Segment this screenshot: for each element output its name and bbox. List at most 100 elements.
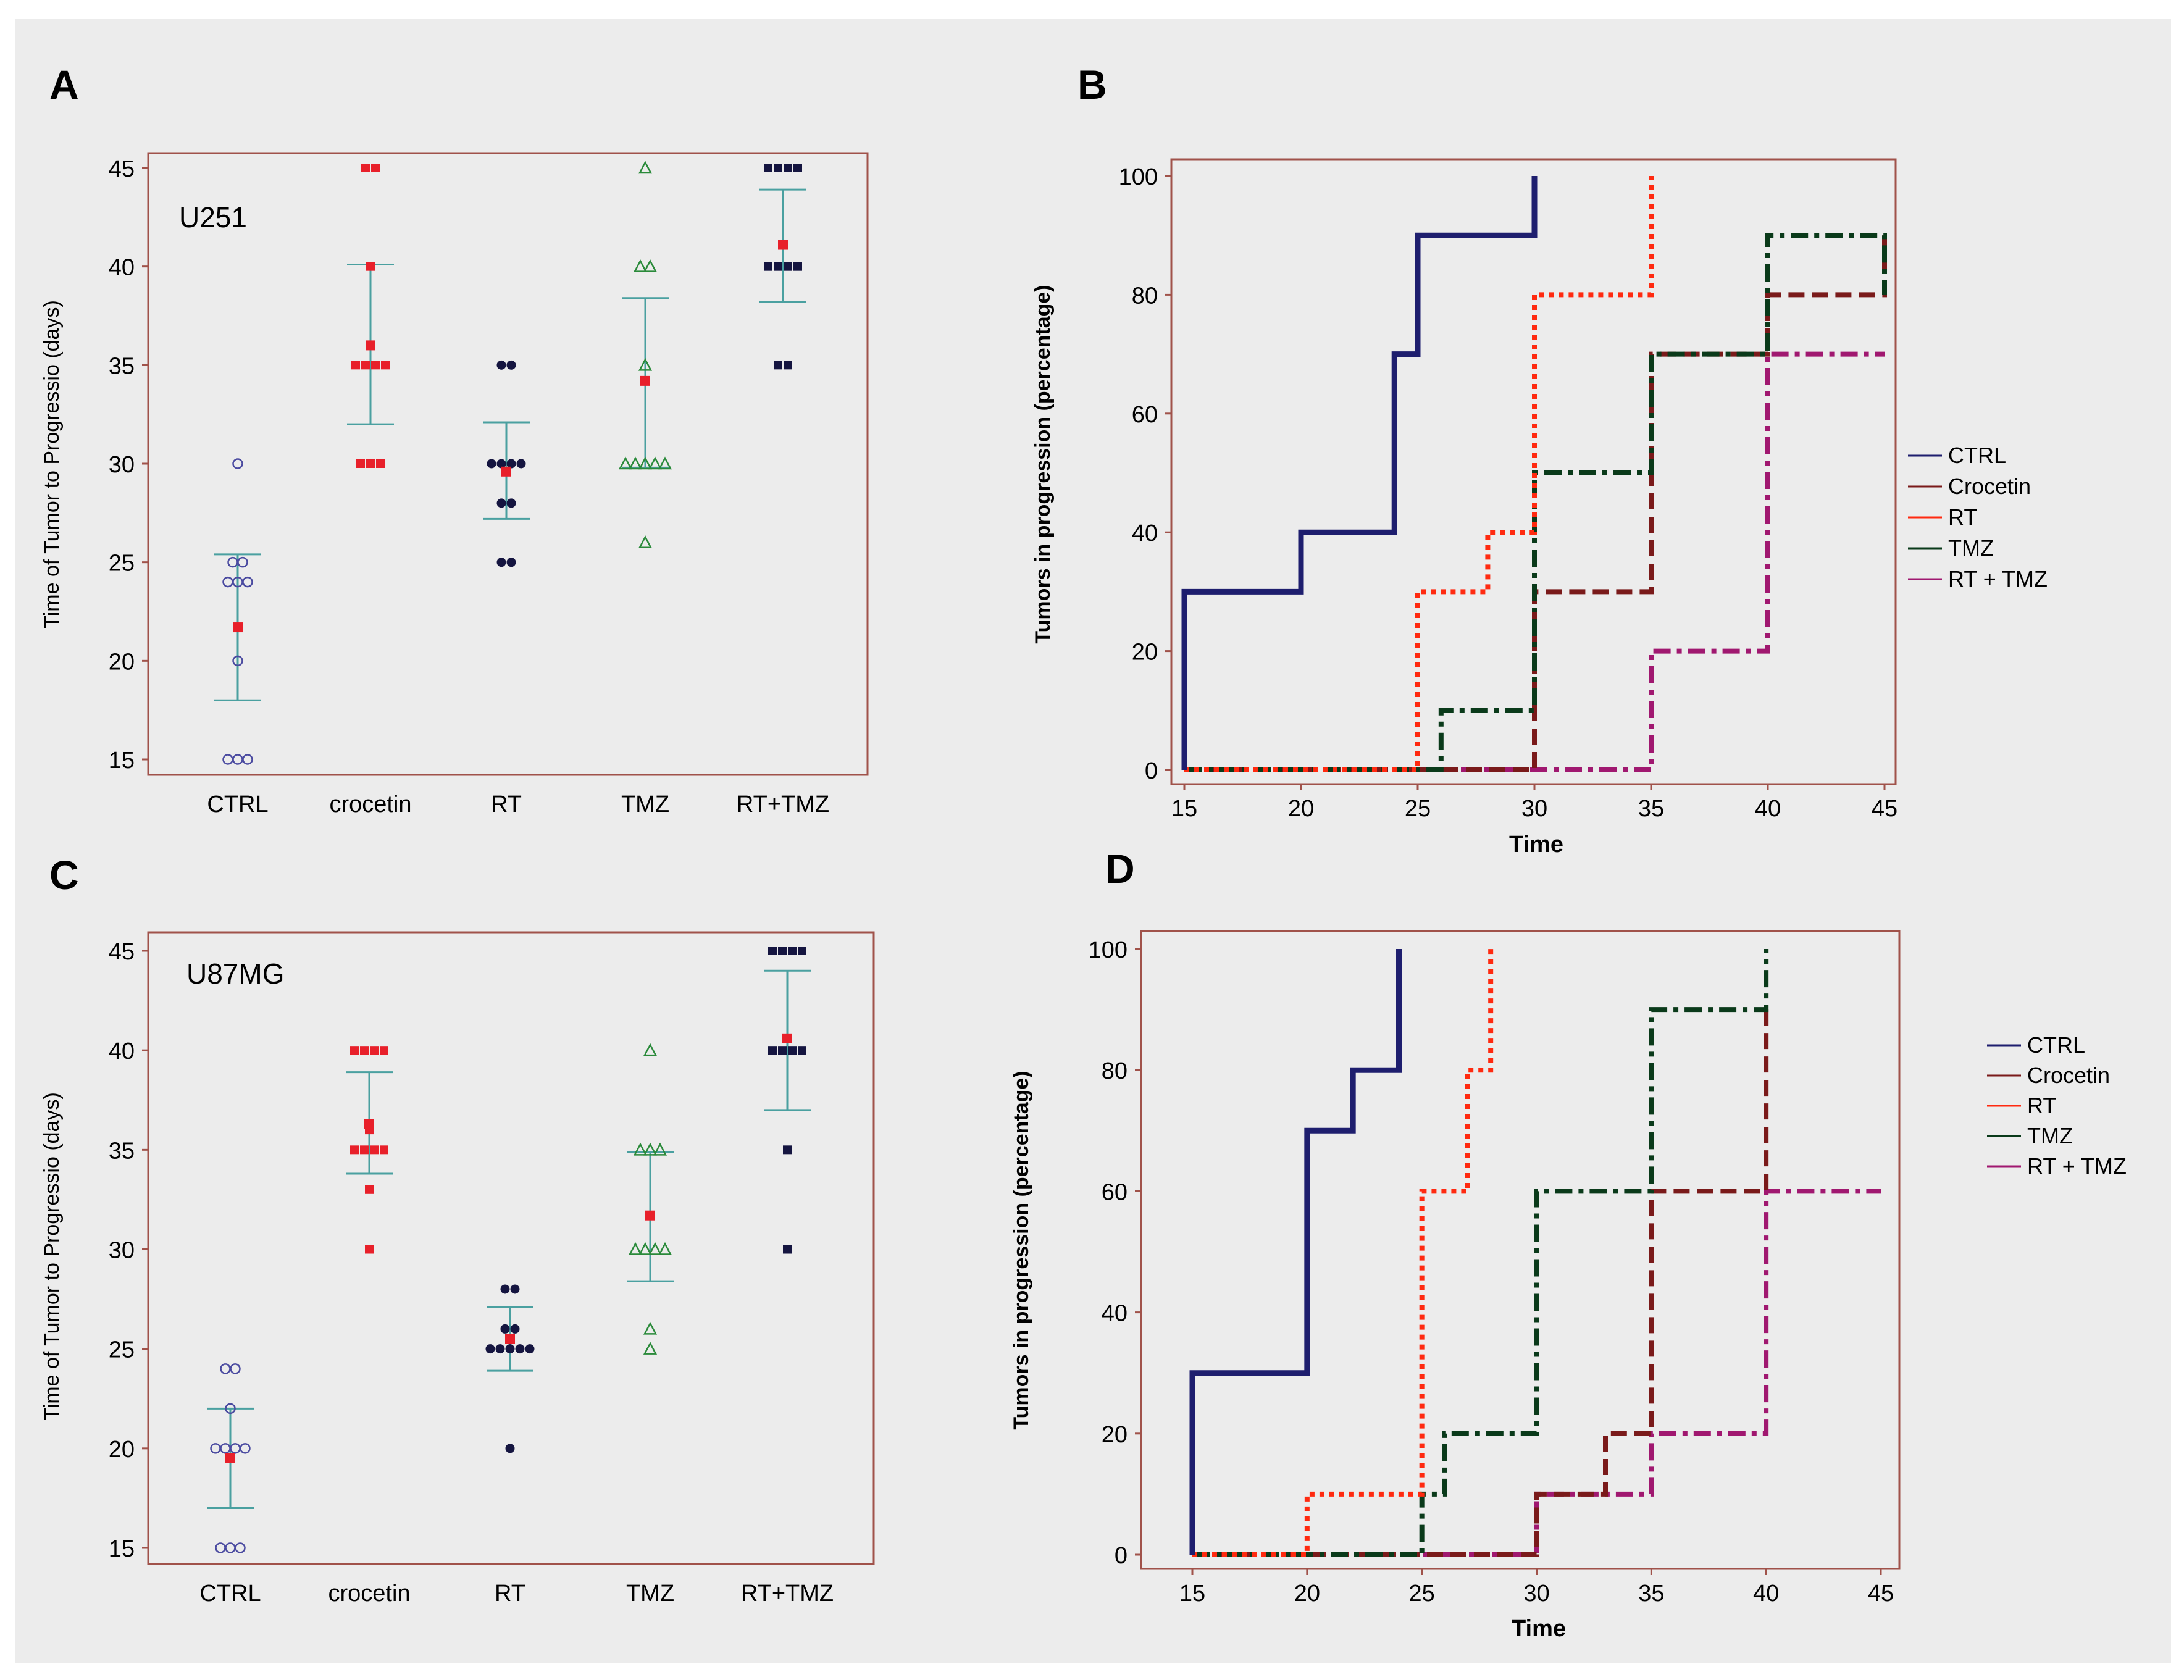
data-point-crocetin bbox=[370, 1046, 379, 1055]
data-point-TMZ bbox=[648, 1242, 663, 1255]
y-tick-label: 20 bbox=[1132, 640, 1158, 666]
series-line-crocetin bbox=[1184, 235, 1887, 772]
mean-marker-CTRL bbox=[233, 622, 243, 633]
data-point-CTRL bbox=[225, 1403, 236, 1415]
data-point-crocetin bbox=[366, 459, 375, 468]
data-point-RT bbox=[510, 1324, 520, 1334]
mean-marker-RT bbox=[501, 466, 511, 477]
y-tick-label: 30 bbox=[109, 1238, 135, 1264]
data-point-RT bbox=[525, 1344, 535, 1354]
data-point-CTRL bbox=[235, 1542, 246, 1553]
mean-marker-TMZ bbox=[640, 375, 650, 386]
x-tick-label: 20 bbox=[1288, 796, 1314, 822]
legend-label: TMZ bbox=[2027, 1123, 2073, 1148]
data-point-RT bbox=[506, 558, 516, 567]
data-point-crocetin bbox=[366, 262, 375, 271]
panel-label-b: B bbox=[1077, 62, 1107, 107]
y-tick-label: 15 bbox=[109, 748, 135, 774]
x-tick-label: 30 bbox=[1521, 796, 1547, 822]
data-point-TMZ bbox=[633, 259, 648, 272]
data-point-TMZ bbox=[643, 1142, 658, 1156]
chart-d-x-axis-label: Time bbox=[1512, 1616, 1566, 1642]
chart-d-u87mg-progression: Tumors in progression (percentage) Time … bbox=[1010, 930, 2127, 1642]
chart-b-u251-progression: Tumors in progression (percentage) Time … bbox=[1031, 158, 2048, 858]
data-point-TMZ bbox=[648, 456, 663, 470]
data-point-CTRL bbox=[232, 458, 243, 469]
y-tick-label: 40 bbox=[1102, 1301, 1128, 1327]
data-point-RT bbox=[496, 360, 506, 370]
chart-d-y-ticks: 0 20 40 60 80 100 bbox=[1089, 937, 1141, 1569]
x-tick-label: 45 bbox=[1868, 1581, 1894, 1607]
data-point-TMZ bbox=[658, 456, 672, 470]
x-category-label: RT+TMZ bbox=[741, 1581, 834, 1607]
chart-a-marks bbox=[214, 161, 806, 765]
data-point-RT+TMZ bbox=[768, 1046, 777, 1055]
chart-c-x-ticks: CTRL crocetin RT TMZ RT+TMZ bbox=[199, 1581, 834, 1607]
x-tick-label: 35 bbox=[1638, 796, 1664, 822]
chart-d-legend: CTRL Crocetin RT TMZ RT + TMZ bbox=[1987, 1032, 2127, 1179]
data-point-TMZ bbox=[643, 1321, 658, 1335]
data-point-CTRL bbox=[242, 576, 253, 588]
y-tick-label: 60 bbox=[1132, 402, 1158, 428]
data-point-RT+TMZ bbox=[798, 947, 806, 955]
data-point-crocetin bbox=[350, 1145, 359, 1155]
data-point-RT bbox=[495, 1344, 505, 1354]
data-point-RT bbox=[516, 459, 526, 469]
data-point-crocetin bbox=[371, 164, 380, 172]
y-tick-label: 45 bbox=[109, 156, 135, 182]
data-point-crocetin bbox=[381, 361, 390, 370]
mean-marker-RT bbox=[505, 1334, 515, 1344]
data-point-RT+TMZ bbox=[793, 164, 802, 172]
data-point-RT+TMZ bbox=[788, 947, 797, 955]
x-tick-label: 30 bbox=[1523, 1581, 1549, 1607]
y-tick-label: 40 bbox=[109, 255, 135, 281]
data-point-RT+TMZ bbox=[774, 262, 782, 271]
mean-marker-crocetin bbox=[364, 1119, 374, 1129]
chart-a-y-ticks: 15 20 25 30 35 40 45 bbox=[109, 156, 148, 774]
chart-b-marks bbox=[1181, 176, 1887, 772]
data-point-RT+TMZ bbox=[784, 262, 792, 271]
chart-c-cell-line-label: U87MG bbox=[186, 958, 284, 990]
data-point-RT+TMZ bbox=[768, 947, 777, 955]
series-line-rttmz bbox=[1184, 351, 1885, 772]
chart-d-y-axis-label: Tumors in progression (percentage) bbox=[1010, 1071, 1033, 1429]
data-point-TMZ bbox=[638, 1242, 653, 1255]
series-line-rt bbox=[1192, 949, 1494, 1557]
chart-c-marks bbox=[207, 947, 811, 1553]
legend-label: Crocetin bbox=[1948, 474, 2031, 499]
data-point-TMZ bbox=[618, 456, 633, 470]
x-tick-label: 15 bbox=[1179, 1581, 1205, 1607]
y-tick-label: 25 bbox=[109, 551, 135, 577]
x-category-label: TMZ bbox=[626, 1581, 674, 1607]
legend-label: TMZ bbox=[1948, 535, 1994, 561]
chart-b-legend: CTRL Crocetin RT TMZ RT + TMZ bbox=[1908, 443, 2048, 591]
x-category-label: RT+TMZ bbox=[737, 792, 829, 817]
y-tick-label: 40 bbox=[1132, 520, 1158, 546]
legend-label: CTRL bbox=[2027, 1032, 2085, 1058]
figure-background bbox=[15, 19, 2171, 1663]
data-point-TMZ bbox=[643, 1043, 658, 1056]
mean-marker-TMZ bbox=[645, 1210, 655, 1221]
series-line-ctrl bbox=[1181, 176, 1538, 770]
data-point-RT bbox=[515, 1344, 525, 1354]
series-line-rt bbox=[1184, 176, 1654, 772]
data-point-RT+TMZ bbox=[778, 947, 787, 955]
legend-label: RT + TMZ bbox=[1948, 566, 2048, 591]
x-category-label: RT bbox=[491, 792, 522, 817]
y-tick-label: 35 bbox=[109, 353, 135, 379]
chart-a-u251-scatter: U251 Time of Tumor to Progressio (days) … bbox=[40, 152, 869, 817]
chart-c-y-axis-label: Time of Tumor to Progressio (days) bbox=[40, 1092, 64, 1421]
data-point-TMZ bbox=[633, 1142, 648, 1156]
y-tick-label: 0 bbox=[1145, 758, 1158, 784]
data-point-TMZ bbox=[643, 1341, 658, 1355]
data-point-TMZ bbox=[638, 456, 653, 470]
data-point-RT bbox=[500, 1284, 510, 1294]
chart-b-x-axis-label: Time bbox=[1509, 832, 1563, 858]
y-tick-label: 30 bbox=[109, 452, 135, 478]
chart-d-x-ticks: 15 20 25 30 35 40 45 bbox=[1179, 1569, 1894, 1607]
x-tick-label: 40 bbox=[1753, 1581, 1779, 1607]
data-point-crocetin bbox=[350, 1046, 359, 1055]
x-category-label: CTRL bbox=[199, 1581, 261, 1607]
data-point-RT+TMZ bbox=[798, 1046, 806, 1055]
